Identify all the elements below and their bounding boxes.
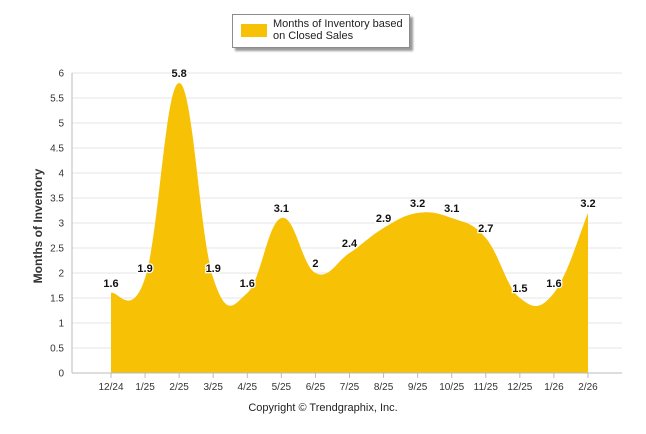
data-label: 2.4 bbox=[342, 238, 358, 250]
y-tick-label: 2 bbox=[58, 269, 64, 280]
y-tick-label: 3.5 bbox=[50, 194, 64, 205]
x-tick-label: 7/25 bbox=[340, 382, 360, 393]
x-tick-label: 5/25 bbox=[272, 382, 292, 393]
x-tick-label: 3/25 bbox=[203, 382, 223, 393]
x-tick-label: 2/25 bbox=[169, 382, 189, 393]
data-label: 3.2 bbox=[580, 198, 595, 210]
y-tick-label: 6 bbox=[58, 69, 64, 80]
data-label: 5.8 bbox=[171, 68, 186, 80]
x-tick-label: 4/25 bbox=[238, 382, 258, 393]
axes bbox=[71, 73, 622, 378]
data-labels: 1.6 1.9 5.8 1.9 1.6 3.1 2 2.4 2.9 3.2 3.1 2.7 1.5 1.6… bbox=[102, 67, 597, 297]
x-tick-label: 2/26 bbox=[578, 382, 598, 393]
data-label: 2.9 bbox=[376, 213, 391, 225]
data-label: 2 bbox=[312, 258, 318, 270]
y-tick-labels: 0 0.5 1 1.5 2 2.5 3 3.5 4 4.5 5 5.5 6 bbox=[50, 69, 64, 380]
x-tick-label: 12/25 bbox=[507, 382, 532, 393]
data-label: 1.6 bbox=[240, 278, 255, 290]
legend-swatch bbox=[241, 24, 267, 37]
y-tick-label: 5.5 bbox=[50, 94, 64, 105]
data-label: 1.5 bbox=[512, 283, 527, 295]
data-label: 1.9 bbox=[206, 263, 221, 275]
data-label: 3.2 bbox=[410, 198, 425, 210]
data-label: 1.6 bbox=[103, 278, 118, 290]
data-label: 1.9 bbox=[137, 263, 152, 275]
x-tick-label: 1/25 bbox=[135, 382, 155, 393]
data-label: 3.1 bbox=[444, 203, 459, 215]
series-area bbox=[111, 83, 588, 373]
data-label: 1.6 bbox=[546, 278, 561, 290]
x-tick-label: 6/25 bbox=[306, 382, 326, 393]
x-tick-label: 11/25 bbox=[474, 382, 499, 393]
data-label: 2.7 bbox=[478, 223, 493, 235]
y-tick-label: 1 bbox=[58, 319, 64, 330]
y-tick-label: 4.5 bbox=[50, 144, 64, 155]
x-tick-label: 1/26 bbox=[544, 382, 564, 393]
y-tick-label: 4 bbox=[58, 169, 64, 180]
copyright-text: Copyright © Trendgraphix, Inc. bbox=[248, 402, 398, 414]
y-tick-label: 3 bbox=[58, 219, 64, 230]
y-axis-title: Months of Inventory bbox=[31, 168, 45, 283]
y-tick-label: 1.5 bbox=[50, 294, 64, 305]
chart-legend: Months of Inventory based on Closed Sale… bbox=[232, 14, 410, 48]
x-tick-label: 9/25 bbox=[408, 382, 428, 393]
y-tick-label: 0 bbox=[58, 369, 64, 380]
y-tick-label: 0.5 bbox=[50, 344, 64, 355]
x-tick-label: 8/25 bbox=[374, 382, 394, 393]
y-tick-label: 2.5 bbox=[50, 244, 64, 255]
legend-label: Months of Inventory based on Closed Sale… bbox=[273, 18, 403, 42]
data-label: 3.1 bbox=[274, 203, 289, 215]
x-tick-label: 12/24 bbox=[98, 382, 123, 393]
y-tick-label: 5 bbox=[58, 119, 64, 130]
x-tick-labels: 12/24 1/25 2/25 3/25 4/25 5/25 6/25 7/25 8/25 9/2… bbox=[98, 382, 598, 393]
x-tick-label: 10/25 bbox=[439, 382, 464, 393]
